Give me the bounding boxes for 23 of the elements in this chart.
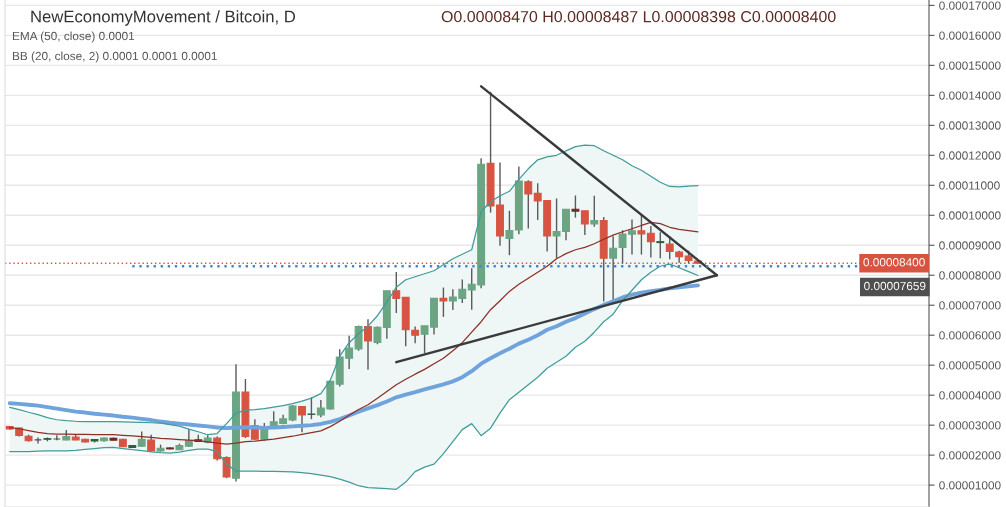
annotation: BB (20, close, 2) 0.0001 0.0001 0.0001 bbox=[12, 51, 217, 63]
y-tick-label: 0.00016000 bbox=[939, 31, 1001, 40]
y-tick-label: 0.00007000 bbox=[939, 301, 1001, 310]
text: NewEconomyMovement / Bitcoin, D bbox=[31, 10, 296, 26]
y-tick-label: 0.00006000 bbox=[939, 331, 1001, 340]
y-tick-label: 0.00004000 bbox=[939, 391, 1001, 400]
y-tick-label: 0.00010000 bbox=[939, 211, 1001, 220]
y-tick-label: 0.00015000 bbox=[939, 61, 1001, 70]
y-tick-label: 0.00002000 bbox=[939, 451, 1001, 460]
y-tick-label: 0.00013000 bbox=[939, 121, 1001, 130]
y-tick-label: 0.00017000 bbox=[939, 1, 1001, 10]
annotation: 0.00007659 bbox=[864, 281, 926, 291]
y-tick-label: 0.00005000 bbox=[939, 361, 1001, 370]
text: O0.00008470 H0.00008487 L0.00008398 C0.00008400 bbox=[441, 10, 836, 23]
y-tick-label: 0.00008000 bbox=[939, 271, 1001, 280]
y-tick-label: 0.00012000 bbox=[939, 151, 1001, 160]
y-tick-label: 0.00011000 bbox=[939, 181, 1000, 190]
y-tick-label: 0.00009000 bbox=[939, 241, 1001, 250]
y-tick-label: 0.00001000 bbox=[939, 481, 1001, 490]
annotation: EMA (50, close) 0.0001 bbox=[12, 31, 135, 43]
y-tick-label: 0.00003000 bbox=[939, 421, 1001, 430]
y-tick-label: 0.00014000 bbox=[939, 91, 1001, 100]
ref-line-label: 0.00008400 bbox=[863, 258, 925, 267]
